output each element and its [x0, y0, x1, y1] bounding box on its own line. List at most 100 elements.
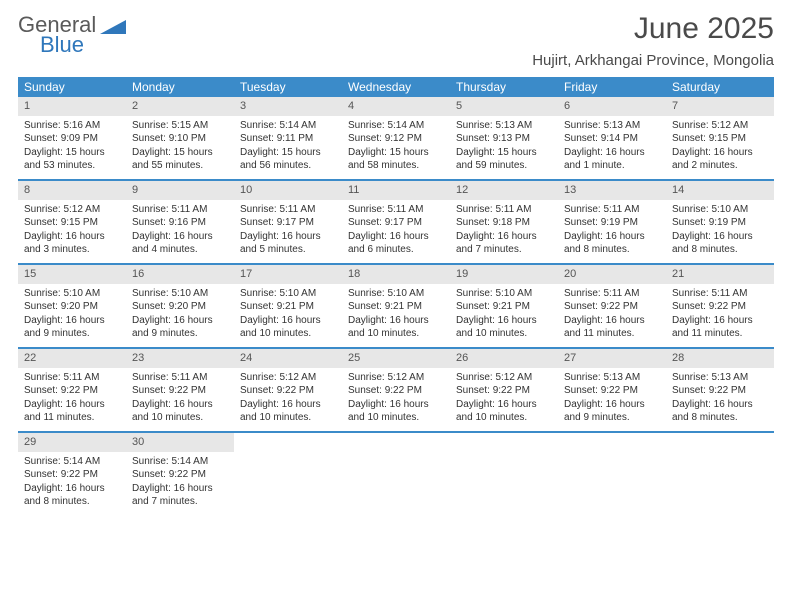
day-cell-empty: [666, 433, 774, 515]
day-number: 23: [126, 349, 234, 368]
day-cell: 26Sunrise: 5:12 AMSunset: 9:22 PMDayligh…: [450, 349, 558, 431]
daylight-text: Daylight: 16 hours and 7 minutes.: [456, 230, 552, 257]
daylight-text: Daylight: 16 hours and 8 minutes.: [672, 230, 768, 257]
week-row: 22Sunrise: 5:11 AMSunset: 9:22 PMDayligh…: [18, 347, 774, 431]
sunrise-text: Sunrise: 5:11 AM: [132, 203, 228, 217]
sunrise-text: Sunrise: 5:12 AM: [24, 203, 120, 217]
calendar: SundayMondayTuesdayWednesdayThursdayFrid…: [18, 77, 774, 515]
month-title: June 2025: [532, 12, 774, 46]
day-details: Sunrise: 5:11 AMSunset: 9:17 PMDaylight:…: [234, 200, 342, 261]
sunset-text: Sunset: 9:14 PM: [564, 132, 660, 146]
sunrise-text: Sunrise: 5:10 AM: [240, 287, 336, 301]
sunset-text: Sunset: 9:22 PM: [672, 384, 768, 398]
daylight-text: Daylight: 16 hours and 2 minutes.: [672, 146, 768, 173]
day-details: Sunrise: 5:11 AMSunset: 9:22 PMDaylight:…: [18, 368, 126, 429]
day-cell: 16Sunrise: 5:10 AMSunset: 9:20 PMDayligh…: [126, 265, 234, 347]
sunrise-text: Sunrise: 5:14 AM: [132, 455, 228, 469]
sunrise-text: Sunrise: 5:14 AM: [24, 455, 120, 469]
sunrise-text: Sunrise: 5:15 AM: [132, 119, 228, 133]
daylight-text: Daylight: 16 hours and 10 minutes.: [240, 398, 336, 425]
sunset-text: Sunset: 9:22 PM: [672, 300, 768, 314]
sunset-text: Sunset: 9:19 PM: [564, 216, 660, 230]
daylight-text: Daylight: 16 hours and 8 minutes.: [564, 230, 660, 257]
sunset-text: Sunset: 9:21 PM: [456, 300, 552, 314]
daylight-text: Daylight: 16 hours and 11 minutes.: [564, 314, 660, 341]
day-details: Sunrise: 5:15 AMSunset: 9:10 PMDaylight:…: [126, 116, 234, 177]
day-details: Sunrise: 5:10 AMSunset: 9:21 PMDaylight:…: [450, 284, 558, 345]
day-cell-empty: [558, 433, 666, 515]
daylight-text: Daylight: 16 hours and 8 minutes.: [24, 482, 120, 509]
day-details: Sunrise: 5:13 AMSunset: 9:13 PMDaylight:…: [450, 116, 558, 177]
day-cell: 19Sunrise: 5:10 AMSunset: 9:21 PMDayligh…: [450, 265, 558, 347]
weekday-header: Tuesday: [234, 77, 342, 97]
sunrise-text: Sunrise: 5:13 AM: [564, 371, 660, 385]
daylight-text: Daylight: 16 hours and 7 minutes.: [132, 482, 228, 509]
day-number: 25: [342, 349, 450, 368]
day-cell: 3Sunrise: 5:14 AMSunset: 9:11 PMDaylight…: [234, 97, 342, 179]
weekday-header: Sunday: [18, 77, 126, 97]
sunset-text: Sunset: 9:12 PM: [348, 132, 444, 146]
sunrise-text: Sunrise: 5:16 AM: [24, 119, 120, 133]
sunrise-text: Sunrise: 5:10 AM: [348, 287, 444, 301]
day-number: 2: [126, 97, 234, 116]
sunset-text: Sunset: 9:15 PM: [672, 132, 768, 146]
sunset-text: Sunset: 9:22 PM: [348, 384, 444, 398]
day-number: 19: [450, 265, 558, 284]
sunset-text: Sunset: 9:21 PM: [240, 300, 336, 314]
sunrise-text: Sunrise: 5:11 AM: [672, 287, 768, 301]
sunset-text: Sunset: 9:22 PM: [456, 384, 552, 398]
sunset-text: Sunset: 9:22 PM: [24, 468, 120, 482]
day-details: Sunrise: 5:13 AMSunset: 9:14 PMDaylight:…: [558, 116, 666, 177]
daylight-text: Daylight: 16 hours and 10 minutes.: [348, 314, 444, 341]
sunset-text: Sunset: 9:21 PM: [348, 300, 444, 314]
location-text: Hujirt, Arkhangai Province, Mongolia: [532, 52, 774, 69]
day-cell: 29Sunrise: 5:14 AMSunset: 9:22 PMDayligh…: [18, 433, 126, 515]
day-cell: 23Sunrise: 5:11 AMSunset: 9:22 PMDayligh…: [126, 349, 234, 431]
day-details: Sunrise: 5:16 AMSunset: 9:09 PMDaylight:…: [18, 116, 126, 177]
day-cell: 25Sunrise: 5:12 AMSunset: 9:22 PMDayligh…: [342, 349, 450, 431]
day-number: 6: [558, 97, 666, 116]
daylight-text: Daylight: 16 hours and 11 minutes.: [24, 398, 120, 425]
daylight-text: Daylight: 15 hours and 59 minutes.: [456, 146, 552, 173]
day-cell: 27Sunrise: 5:13 AMSunset: 9:22 PMDayligh…: [558, 349, 666, 431]
sunrise-text: Sunrise: 5:11 AM: [132, 371, 228, 385]
weekday-header-row: SundayMondayTuesdayWednesdayThursdayFrid…: [18, 77, 774, 97]
day-cell-empty: [450, 433, 558, 515]
day-details: Sunrise: 5:10 AMSunset: 9:21 PMDaylight:…: [342, 284, 450, 345]
day-details: Sunrise: 5:11 AMSunset: 9:22 PMDaylight:…: [126, 368, 234, 429]
daylight-text: Daylight: 16 hours and 1 minute.: [564, 146, 660, 173]
day-details: Sunrise: 5:10 AMSunset: 9:20 PMDaylight:…: [126, 284, 234, 345]
daylight-text: Daylight: 16 hours and 9 minutes.: [132, 314, 228, 341]
sunset-text: Sunset: 9:19 PM: [672, 216, 768, 230]
day-number: 26: [450, 349, 558, 368]
sunrise-text: Sunrise: 5:10 AM: [132, 287, 228, 301]
day-details: Sunrise: 5:12 AMSunset: 9:22 PMDaylight:…: [342, 368, 450, 429]
day-details: Sunrise: 5:13 AMSunset: 9:22 PMDaylight:…: [558, 368, 666, 429]
sunrise-text: Sunrise: 5:11 AM: [456, 203, 552, 217]
day-cell: 12Sunrise: 5:11 AMSunset: 9:18 PMDayligh…: [450, 181, 558, 263]
daylight-text: Daylight: 16 hours and 3 minutes.: [24, 230, 120, 257]
sunrise-text: Sunrise: 5:11 AM: [24, 371, 120, 385]
sunrise-text: Sunrise: 5:11 AM: [564, 287, 660, 301]
sunrise-text: Sunrise: 5:13 AM: [456, 119, 552, 133]
day-details: Sunrise: 5:11 AMSunset: 9:18 PMDaylight:…: [450, 200, 558, 261]
day-number: 13: [558, 181, 666, 200]
day-cell: 11Sunrise: 5:11 AMSunset: 9:17 PMDayligh…: [342, 181, 450, 263]
daylight-text: Daylight: 16 hours and 9 minutes.: [24, 314, 120, 341]
day-cell: 15Sunrise: 5:10 AMSunset: 9:20 PMDayligh…: [18, 265, 126, 347]
sunrise-text: Sunrise: 5:10 AM: [24, 287, 120, 301]
weekday-header: Monday: [126, 77, 234, 97]
day-number: 15: [18, 265, 126, 284]
day-number: 8: [18, 181, 126, 200]
week-row: 15Sunrise: 5:10 AMSunset: 9:20 PMDayligh…: [18, 263, 774, 347]
day-details: Sunrise: 5:12 AMSunset: 9:22 PMDaylight:…: [450, 368, 558, 429]
day-number: 28: [666, 349, 774, 368]
day-number: 10: [234, 181, 342, 200]
day-cell: 8Sunrise: 5:12 AMSunset: 9:15 PMDaylight…: [18, 181, 126, 263]
daylight-text: Daylight: 16 hours and 10 minutes.: [456, 398, 552, 425]
day-cell-empty: [342, 433, 450, 515]
day-details: Sunrise: 5:14 AMSunset: 9:22 PMDaylight:…: [18, 452, 126, 513]
day-cell: 14Sunrise: 5:10 AMSunset: 9:19 PMDayligh…: [666, 181, 774, 263]
day-number: 11: [342, 181, 450, 200]
daylight-text: Daylight: 15 hours and 53 minutes.: [24, 146, 120, 173]
